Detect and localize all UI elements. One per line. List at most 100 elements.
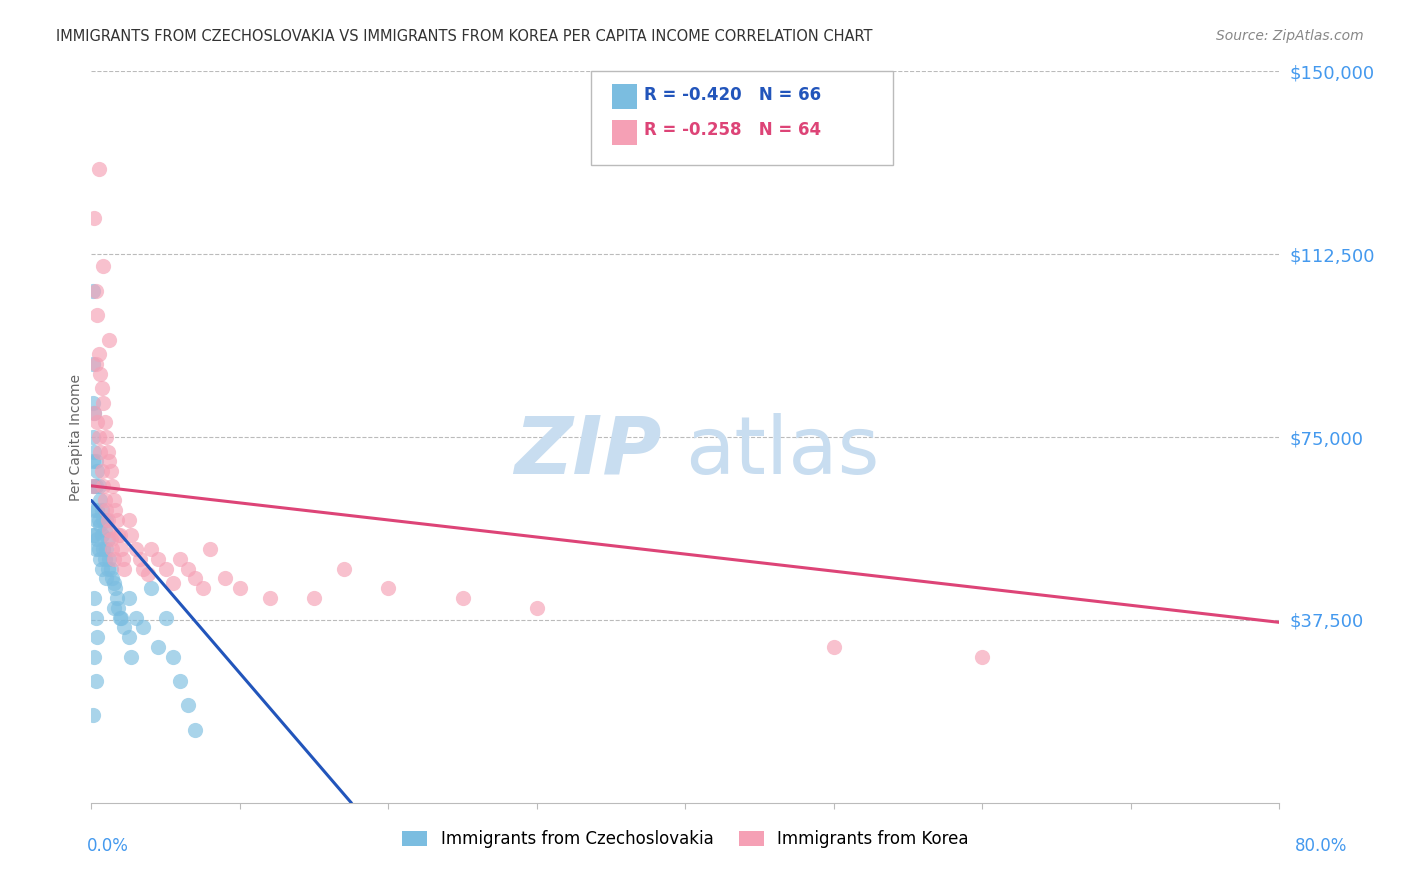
Point (90, 464, 112, 478)
Point (229, 581, 252, 595)
Point (200, 542, 222, 557)
Point (82, 454, 104, 468)
Point (97, 444, 120, 458)
Point (91, 260, 114, 274)
Point (87, 542, 110, 557)
Point (87, 347, 110, 361)
Point (90, 527, 112, 541)
Point (87, 430, 110, 444)
Point (107, 527, 129, 541)
Point (117, 591, 139, 605)
Point (125, 542, 148, 557)
Text: 80.0%: 80.0% (1295, 837, 1347, 855)
Point (377, 581, 399, 595)
Point (83, 503, 105, 517)
Text: Source: ZipAtlas.com: Source: ZipAtlas.com (1216, 29, 1364, 43)
Point (103, 552, 125, 566)
Point (98, 523, 121, 537)
Point (333, 562, 356, 576)
Point (94, 552, 117, 566)
Point (101, 572, 124, 586)
Point (100, 562, 122, 576)
Point (84, 479, 107, 493)
Point (103, 600, 125, 615)
Point (104, 581, 127, 595)
Point (87, 161, 110, 176)
Point (177, 562, 200, 576)
Point (112, 620, 135, 634)
Point (98, 333, 121, 347)
Point (302, 591, 325, 605)
Point (82, 430, 104, 444)
Point (526, 600, 548, 615)
Point (129, 552, 152, 566)
Point (148, 552, 170, 566)
Point (105, 591, 128, 605)
Point (105, 513, 128, 527)
Point (139, 581, 162, 595)
Point (91, 542, 114, 557)
Point (107, 600, 129, 615)
Point (125, 610, 148, 624)
Point (108, 527, 131, 541)
Point (82, 396, 104, 410)
Point (94, 416, 117, 430)
Point (96, 503, 118, 517)
Point (101, 542, 124, 557)
Point (96, 513, 118, 527)
Point (83, 591, 105, 605)
Point (86, 503, 108, 517)
Point (89, 552, 111, 566)
Point (84, 610, 107, 624)
Point (103, 493, 125, 508)
Point (117, 630, 139, 644)
Point (96, 542, 118, 557)
Point (97, 513, 120, 527)
Point (87, 513, 110, 527)
Text: ZIP: ZIP (515, 413, 662, 491)
Point (91, 396, 114, 410)
Point (259, 591, 281, 605)
Point (117, 513, 139, 527)
Point (82, 479, 104, 493)
Point (169, 673, 191, 688)
Point (101, 479, 124, 493)
Point (87, 479, 110, 493)
Point (169, 552, 191, 566)
Point (110, 542, 132, 557)
Point (155, 610, 177, 624)
Point (139, 542, 162, 557)
Y-axis label: Per Capita Income: Per Capita Income (69, 374, 83, 500)
Point (84, 454, 107, 468)
Point (97, 562, 120, 576)
Text: R = -0.258   N = 64: R = -0.258 N = 64 (644, 121, 821, 139)
Point (82, 284, 104, 298)
Point (162, 576, 184, 591)
Text: atlas: atlas (685, 413, 880, 491)
Point (108, 610, 131, 624)
Point (155, 562, 177, 576)
Point (177, 698, 200, 713)
Point (162, 649, 184, 664)
Point (83, 649, 105, 664)
Point (972, 649, 994, 664)
Point (823, 640, 845, 654)
Point (86, 464, 108, 478)
Point (184, 723, 207, 737)
Point (91, 513, 114, 527)
Point (83, 211, 105, 225)
Point (136, 566, 159, 581)
Text: IMMIGRANTS FROM CZECHOSLOVAKIA VS IMMIGRANTS FROM KOREA PER CAPITA INCOME CORREL: IMMIGRANTS FROM CZECHOSLOVAKIA VS IMMIGR… (56, 29, 873, 44)
Point (112, 562, 135, 576)
Point (98, 552, 121, 566)
Point (82, 479, 104, 493)
Point (84, 542, 107, 557)
Point (132, 620, 155, 634)
Point (96, 430, 118, 444)
Point (90, 381, 112, 395)
Point (451, 591, 474, 605)
Point (98, 454, 121, 468)
Point (191, 581, 214, 595)
Point (86, 308, 108, 322)
Point (83, 406, 105, 420)
